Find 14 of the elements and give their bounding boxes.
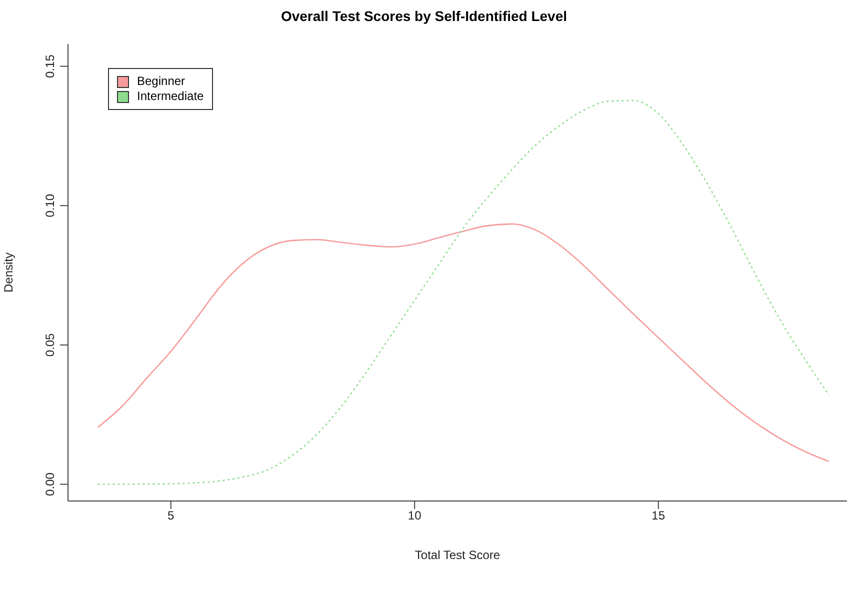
line-series: [97, 100, 830, 485]
line-series: [97, 223, 830, 462]
x-tick-label: 10: [408, 508, 422, 523]
y-tick-label: 0.10: [43, 194, 57, 218]
y-tick-label: 0.05: [43, 332, 57, 357]
y-axis-title: Density: [1, 252, 16, 293]
y-tick-label: 0.15: [43, 54, 57, 78]
x-axis-title: Total Test Score: [414, 548, 500, 562]
y-tick-label: 0.00: [43, 472, 57, 496]
legend-label: Beginner: [137, 74, 186, 89]
chart-title: Overall Test Scores by Self-Identified Level: [280, 8, 568, 24]
legend-label: Intermediate: [137, 89, 204, 104]
x-tick-label: 5: [168, 508, 175, 523]
x-tick-label: 15: [652, 508, 666, 523]
